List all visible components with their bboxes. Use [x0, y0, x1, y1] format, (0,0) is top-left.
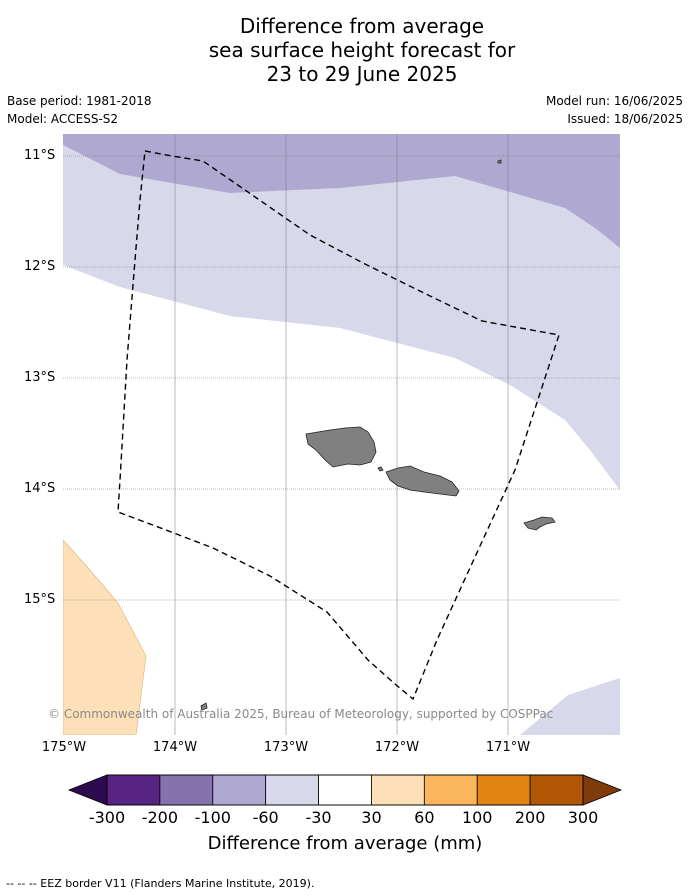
copyright-notice: © Commonwealth of Australia 2025, Bureau… — [48, 707, 554, 721]
colorbar-tick-1: -200 — [141, 808, 179, 827]
footnote-eez: -- -- -- EEZ border V11 (Flanders Marine… — [6, 877, 315, 890]
region-light-lavender — [63, 134, 620, 490]
lon-label-174w: 174°W — [152, 740, 198, 755]
colorbar-tick-2: -100 — [194, 808, 231, 827]
map-area — [63, 134, 620, 735]
region-light-lavender-south — [520, 678, 620, 735]
colorbar-tick-6: 60 — [414, 808, 435, 827]
colorbar-block-1 — [159, 774, 214, 806]
colorbar-tick-7: 100 — [461, 808, 493, 827]
colorbar-tick-4: -30 — [305, 808, 332, 827]
colorbar-tick-5: 30 — [361, 808, 382, 827]
colorbar-blocks — [106, 774, 584, 806]
model-name: Model: ACCESS-S2 — [7, 112, 119, 126]
island-north — [497, 159, 502, 164]
colorbar-over-arrow — [582, 774, 623, 806]
colorbar-tick-8: 200 — [514, 808, 546, 827]
island-southwest — [200, 702, 208, 711]
lon-label-171w: 171°W — [485, 740, 531, 755]
colorbar-block-3 — [265, 774, 319, 806]
colorbar-block-0 — [106, 774, 161, 806]
colorbar-block-7 — [476, 774, 531, 806]
model-run: Model run: 16/06/2025 — [545, 94, 683, 108]
island-savaii — [305, 426, 377, 468]
colorbar — [67, 774, 623, 806]
issued-date: Issued: 18/06/2025 — [567, 112, 683, 126]
region-medium-lavender — [63, 134, 620, 248]
island-tutuila — [523, 516, 556, 531]
chart-title: Difference from average sea surface heig… — [0, 14, 690, 86]
lat-label-14s: 14°S — [24, 481, 56, 496]
colorbar-block-8 — [529, 774, 584, 806]
lat-label-11s: 11°S — [24, 148, 56, 163]
island-savaii-islet — [377, 466, 384, 472]
lon-label-173w: 173°W — [263, 740, 309, 755]
lat-label-12s: 12°S — [24, 259, 56, 274]
colorbar-block-2 — [212, 774, 267, 806]
colorbar-tick-3: -60 — [252, 808, 279, 827]
lat-label-15s: 15°S — [24, 592, 56, 607]
lat-gridlines — [63, 155, 620, 601]
title-line-2: sea surface height forecast for — [208, 38, 516, 62]
base-period: Base period: 1981-2018 — [7, 94, 152, 108]
region-light-orange — [63, 539, 147, 735]
lon-gridlines — [174, 134, 509, 735]
title-line-3: 23 to 29 June 2025 — [266, 62, 458, 86]
colorbar-block-5 — [371, 774, 425, 806]
colorbar-tick-0: -300 — [88, 808, 126, 827]
colorbar-block-4 — [318, 774, 372, 806]
colorbar-label: Difference from average (mm) — [207, 833, 483, 854]
lon-label-175w: 175°W — [41, 740, 87, 755]
colorbar-under-arrow — [67, 774, 108, 806]
lon-label-172w: 172°W — [374, 740, 420, 755]
land — [200, 159, 556, 711]
title-line-1: Difference from average — [239, 14, 485, 38]
colorbar-block-6 — [423, 774, 478, 806]
lat-label-13s: 13°S — [24, 370, 56, 385]
eez-border — [117, 150, 560, 701]
colorbar-tick-9: 300 — [567, 808, 599, 827]
island-upolu — [385, 465, 460, 497]
